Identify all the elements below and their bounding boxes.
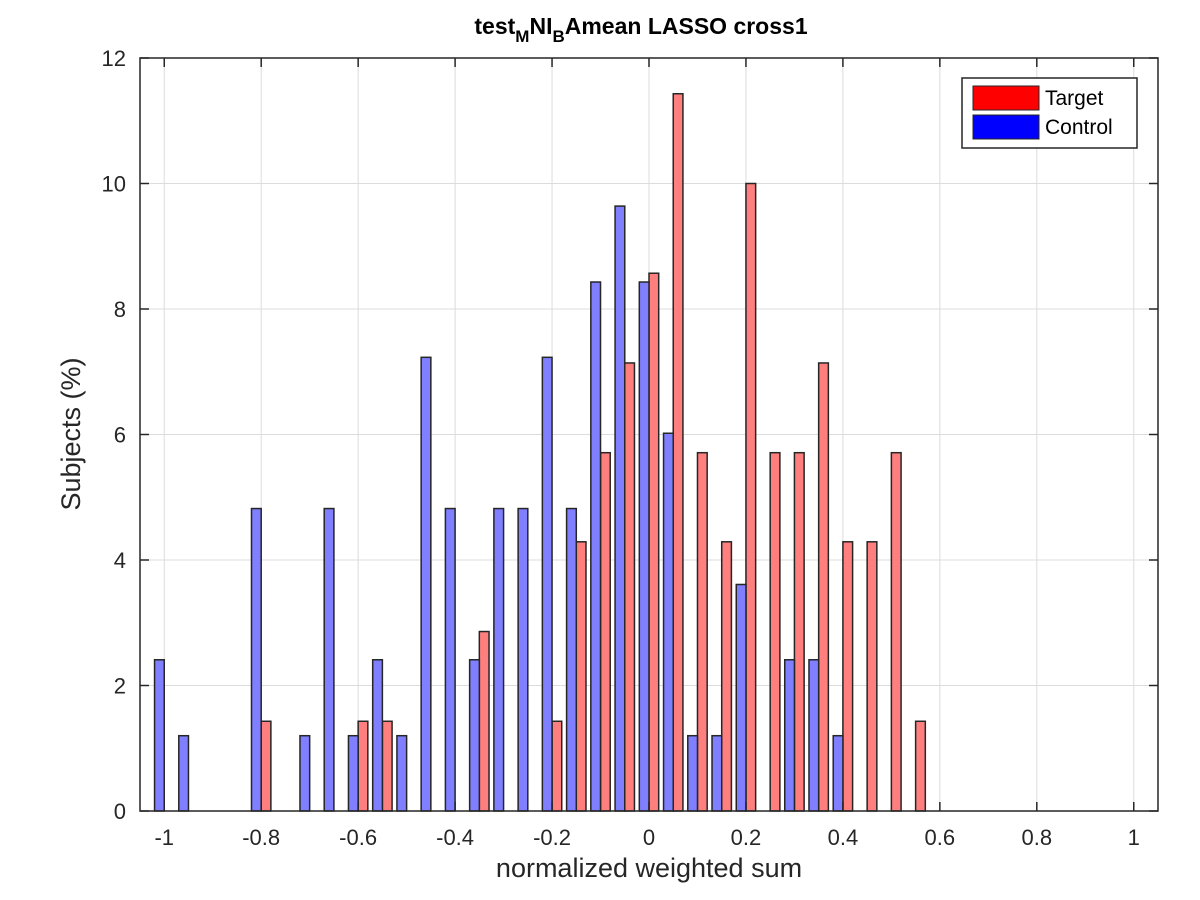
bars-group bbox=[153, 93, 927, 812]
bar-control bbox=[468, 659, 481, 812]
x-tick-label: 0.8 bbox=[1022, 825, 1053, 850]
bar-control bbox=[250, 507, 262, 812]
bar-target bbox=[672, 93, 684, 812]
y-tick-label: 10 bbox=[102, 172, 126, 197]
legend-swatch-target bbox=[972, 85, 1040, 111]
bar-control bbox=[614, 205, 626, 812]
bar-target bbox=[817, 362, 830, 812]
bar-control bbox=[711, 734, 723, 812]
bar-target bbox=[866, 541, 878, 812]
bar-control bbox=[444, 507, 456, 812]
bar-control bbox=[735, 583, 747, 812]
bar-target bbox=[696, 451, 708, 812]
bar-target bbox=[793, 451, 805, 812]
axis-ticks: -1 -0.8 -0.6 -0.4 -0.2 0 0.2 0.4 0.6 0.8 102468101… bbox=[102, 46, 1158, 850]
bar-target bbox=[624, 362, 636, 812]
y-axis-label: Subjects (%) bbox=[56, 357, 86, 510]
x-axis-label: normalized weighted sum bbox=[496, 853, 802, 883]
bar-control bbox=[371, 659, 384, 812]
y-tick-label: 12 bbox=[102, 46, 126, 71]
legend: Target Control bbox=[961, 77, 1138, 149]
bar-control bbox=[541, 356, 553, 812]
x-tick-label: 1 bbox=[1128, 825, 1140, 850]
x-tick-label: -0.6 bbox=[339, 825, 377, 850]
x-tick-label: -0.4 bbox=[436, 825, 474, 850]
x-tick-label: 0.4 bbox=[828, 825, 859, 850]
bar-control bbox=[590, 281, 602, 812]
bar-control bbox=[783, 659, 796, 812]
x-tick-label: 0.2 bbox=[731, 825, 762, 850]
bar-control bbox=[493, 507, 505, 812]
bar-target bbox=[769, 451, 781, 812]
bar-target bbox=[890, 451, 902, 812]
y-tick-label: 6 bbox=[114, 423, 126, 448]
bar-target bbox=[575, 541, 587, 812]
bar-control bbox=[299, 734, 311, 812]
bar-target bbox=[381, 720, 393, 812]
legend-swatch-control bbox=[972, 114, 1040, 140]
bar-control bbox=[396, 734, 408, 812]
x-tick-label: 0 bbox=[643, 825, 655, 850]
y-tick-label: 2 bbox=[114, 674, 126, 699]
x-tick-label: -0.8 bbox=[242, 825, 280, 850]
bar-control bbox=[638, 281, 650, 812]
bar-control bbox=[347, 734, 359, 812]
bar-target bbox=[357, 720, 369, 812]
y-tick-label: 0 bbox=[114, 799, 126, 824]
bar-control bbox=[565, 507, 578, 812]
bar-target bbox=[914, 720, 927, 812]
bar-target bbox=[648, 272, 660, 812]
bar-target bbox=[842, 541, 854, 812]
bar-control bbox=[808, 659, 820, 812]
x-tick-label: -1 bbox=[154, 825, 174, 850]
x-tick-label: 0.6 bbox=[925, 825, 956, 850]
legend-label-target: Target bbox=[1045, 87, 1104, 110]
bar-control bbox=[420, 356, 432, 812]
bar-target bbox=[720, 541, 733, 812]
bar-control bbox=[153, 659, 165, 812]
bar-control bbox=[687, 734, 699, 812]
legend-label-control: Control bbox=[1045, 116, 1113, 139]
bar-target bbox=[478, 630, 490, 812]
y-tick-label: 8 bbox=[114, 297, 126, 322]
bar-target bbox=[551, 720, 563, 812]
bar-control bbox=[832, 734, 844, 812]
bar-target bbox=[260, 720, 272, 812]
bar-target bbox=[599, 451, 611, 812]
y-tick-label: 4 bbox=[114, 548, 126, 573]
x-tick-label: -0.2 bbox=[533, 825, 571, 850]
bar-control bbox=[517, 507, 529, 812]
bar-control bbox=[662, 432, 674, 812]
bar-control bbox=[178, 734, 190, 812]
bar-target bbox=[745, 182, 757, 812]
chart-title: testMNIBAmean LASSO cross1 bbox=[474, 13, 807, 46]
bar-control bbox=[323, 507, 335, 812]
